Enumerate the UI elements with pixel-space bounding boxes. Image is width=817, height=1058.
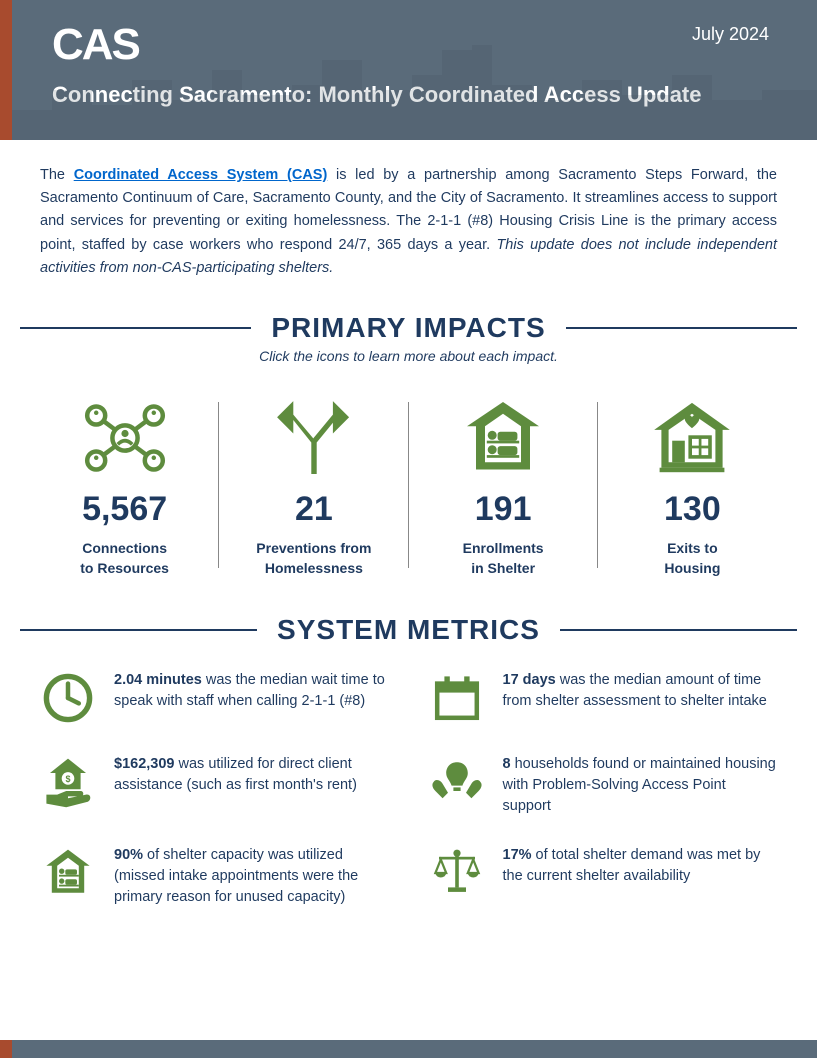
metric-bold: $162,309 (114, 756, 174, 772)
metric-problem-solving: 8 households found or maintained housing… (429, 754, 778, 817)
impact-label: Enrollments in Shelter (421, 539, 586, 578)
money-hand-icon: $ (40, 754, 96, 810)
divider-line (20, 327, 251, 329)
impact-value: 191 (421, 490, 586, 529)
impact-value: 5,567 (42, 490, 207, 529)
impact-label: Exits to Housing (610, 539, 775, 578)
system-metrics-header: SYSTEM METRICS (0, 614, 817, 646)
primary-impacts-header: PRIMARY IMPACTS (0, 312, 817, 344)
metric-demand-met: 17% of total shelter demand was met by t… (429, 845, 778, 908)
metric-bold: 90% (114, 847, 143, 863)
system-metrics-title: SYSTEM METRICS (277, 614, 540, 646)
shelter-beds-icon (40, 845, 96, 901)
arrows-split-icon (231, 392, 396, 484)
network-icon (42, 392, 207, 484)
primary-impacts-title: PRIMARY IMPACTS (271, 312, 545, 344)
cas-link[interactable]: Coordinated Access System (CAS) (74, 167, 328, 183)
shelter-beds-icon (421, 392, 586, 484)
impact-value: 21 (231, 490, 396, 529)
metric-text: 8 households found or maintained housing… (503, 754, 778, 817)
clock-icon (40, 670, 96, 726)
metric-wait-time: 2.04 minutes was the median wait time to… (40, 670, 389, 726)
metric-rest: of total shelter demand was met by the c… (503, 847, 761, 884)
impact-label: Connections to Resources (42, 539, 207, 578)
intro-prefix: The (40, 167, 74, 183)
metric-text: 90% of shelter capacity was utilized (mi… (114, 845, 389, 908)
metric-shelter-capacity: 90% of shelter capacity was utilized (mi… (40, 845, 389, 908)
impact-label: Preventions from Homelessness (231, 539, 396, 578)
metric-bold: 17 days (503, 672, 556, 688)
metric-bold: 17% (503, 847, 532, 863)
calendar-icon (429, 670, 485, 726)
metric-days-to-intake: 17 days was the median amount of time fr… (429, 670, 778, 726)
metric-text: 17 days was the median amount of time fr… (503, 670, 778, 712)
house-heart-icon (610, 392, 775, 484)
divider-line (560, 629, 797, 631)
scales-icon (429, 845, 485, 901)
metric-rest: of shelter capacity was utilized (missed… (114, 847, 358, 905)
impacts-row: 5,567 Connections to Resources 21 Preven… (0, 364, 817, 594)
metric-text: 2.04 minutes was the median wait time to… (114, 670, 389, 712)
footer-bar (0, 1040, 817, 1058)
impact-enrollments[interactable]: 191 Enrollments in Shelter (409, 392, 598, 578)
report-date: July 2024 (692, 24, 769, 45)
metric-rest: households found or maintained housing w… (503, 756, 776, 814)
skyline-decoration (12, 40, 817, 140)
metric-text: 17% of total shelter demand was met by t… (503, 845, 778, 887)
header: CAS July 2024 Connecting Sacramento: Mon… (0, 0, 817, 140)
hands-bulb-icon (429, 754, 485, 810)
metrics-grid: 2.04 minutes was the median wait time to… (0, 646, 817, 928)
impact-connections[interactable]: 5,567 Connections to Resources (30, 392, 219, 578)
primary-impacts-subtitle: Click the icons to learn more about each… (0, 348, 817, 364)
divider-line (566, 327, 797, 329)
metric-bold: 2.04 minutes (114, 672, 202, 688)
svg-text:$: $ (65, 774, 70, 784)
divider-line (20, 629, 257, 631)
metric-text: $162,309 was utilized for direct client … (114, 754, 389, 796)
impact-preventions[interactable]: 21 Preventions from Homelessness (219, 392, 408, 578)
metric-bold: 8 (503, 756, 511, 772)
impact-value: 130 (610, 490, 775, 529)
metric-client-assistance: $ $162,309 was utilized for direct clien… (40, 754, 389, 817)
intro-paragraph: The Coordinated Access System (CAS) is l… (0, 140, 817, 304)
impact-exits[interactable]: 130 Exits to Housing (598, 392, 787, 578)
